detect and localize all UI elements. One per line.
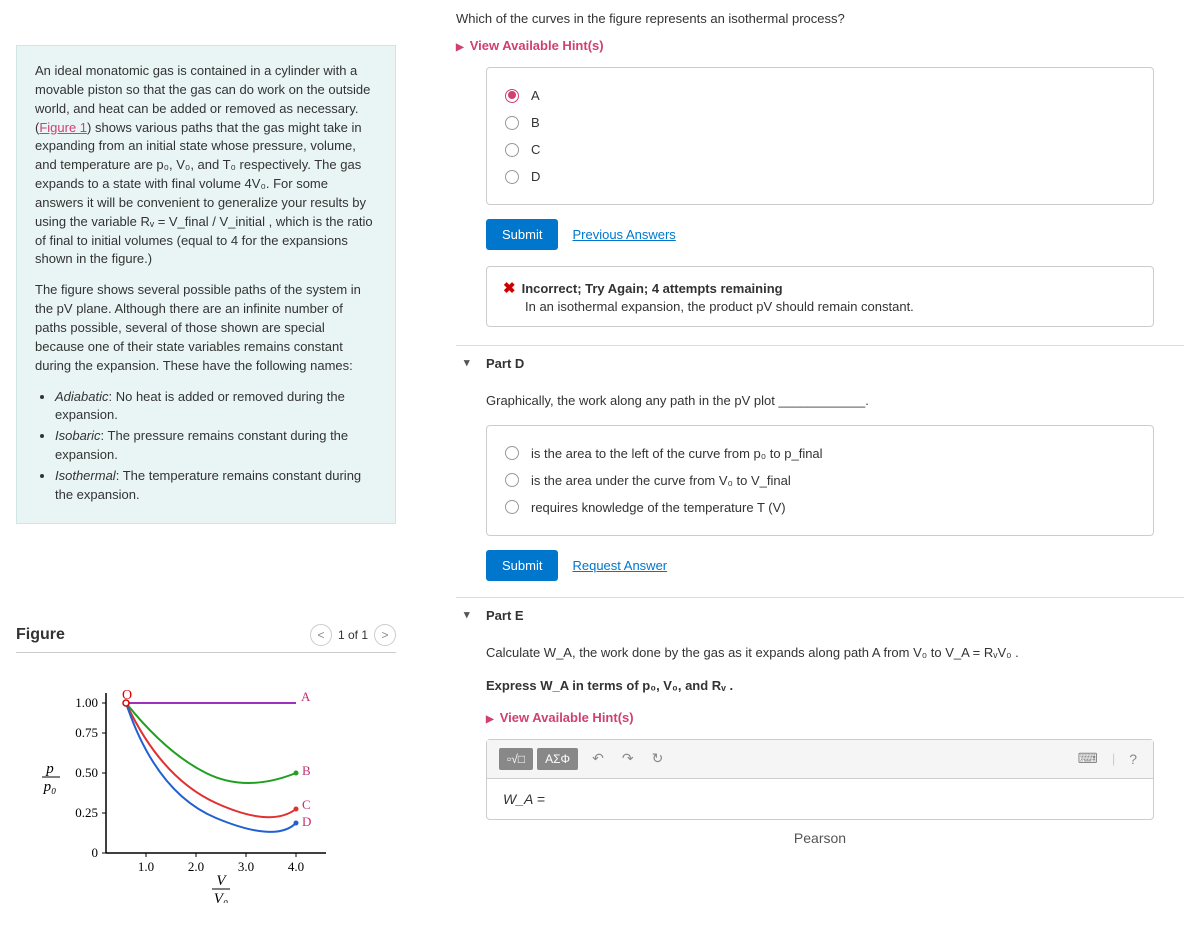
equation-input[interactable] <box>549 791 749 807</box>
figure-panel: Figure < 1 of 1 > 0 0.25 0.50 <box>16 624 396 926</box>
equation-editor: ▫√□ ΑΣΦ ↶ ↷ ↻ ⌨ | ? W_A = <box>486 739 1154 820</box>
option-d[interactable]: D <box>505 163 1135 190</box>
svg-text:0: 0 <box>92 845 99 860</box>
svg-text:V₀: V₀ <box>214 891 228 903</box>
parte-express: Express W_A in terms of p₀, V₀, and Rᵥ . <box>486 676 1154 696</box>
feedback-title: Incorrect; Try Again; 4 attempts remaini… <box>522 281 783 296</box>
pv-chart: 0 0.25 0.50 0.75 1.00 1.0 2.0 3.0 4.0 p <box>26 673 346 903</box>
tool-templates-icon[interactable]: ▫√□ <box>499 748 533 770</box>
partd-question: Graphically, the work along any path in … <box>486 391 1154 411</box>
partd-option-2[interactable]: is the area under the curve from V₀ to V… <box>505 467 1135 494</box>
option-label: B <box>531 115 540 130</box>
radio-icon[interactable] <box>505 500 519 514</box>
partc-previous-answers-link[interactable]: Previous Answers <box>572 227 675 242</box>
term-adiabatic: Adiabatic <box>55 389 108 404</box>
partc-submit-button[interactable]: Submit <box>486 219 558 250</box>
feedback-body: In an isothermal expansion, the product … <box>525 299 1137 314</box>
svg-text:4.0: 4.0 <box>288 859 304 874</box>
partc-question: Which of the curves in the figure repres… <box>456 10 1184 28</box>
option-label: is the area under the curve from V₀ to V… <box>531 473 791 488</box>
pager-next-icon[interactable]: > <box>374 624 396 646</box>
incorrect-icon: ✖ <box>503 280 516 297</box>
radio-icon[interactable] <box>505 143 519 157</box>
parte-text: Calculate W_A, the work done by the gas … <box>486 643 1154 663</box>
partc-options: A B C D <box>486 67 1154 205</box>
option-label: requires knowledge of the temperature T … <box>531 500 786 515</box>
svg-text:p: p <box>45 761 54 777</box>
undo-icon[interactable]: ↶ <box>588 750 608 767</box>
pager-count: 1 of 1 <box>338 628 368 642</box>
svg-text:D: D <box>302 814 311 829</box>
parte-header[interactable]: Part E <box>456 597 1184 633</box>
term-isobaric: Isobaric <box>55 428 101 443</box>
partd-header[interactable]: Part D <box>456 345 1184 381</box>
option-label: D <box>531 169 540 184</box>
svg-text:0.25: 0.25 <box>75 805 98 820</box>
help-icon[interactable]: ? <box>1125 751 1141 767</box>
problem-text: The figure shows several possible paths … <box>35 281 377 375</box>
option-label: C <box>531 142 540 157</box>
option-c[interactable]: C <box>505 136 1135 163</box>
svg-text:p₀: p₀ <box>43 779 57 795</box>
pager-prev-icon[interactable]: < <box>310 624 332 646</box>
svg-text:0.75: 0.75 <box>75 725 98 740</box>
partd-submit-button[interactable]: Submit <box>486 550 558 581</box>
svg-text:1.00: 1.00 <box>75 695 98 710</box>
partd-option-1[interactable]: is the area to the left of the curve fro… <box>505 440 1135 467</box>
svg-text:1.0: 1.0 <box>138 859 154 874</box>
svg-text:3.0: 3.0 <box>238 859 254 874</box>
problem-statement: An ideal monatomic gas is contained in a… <box>16 45 396 524</box>
radio-icon[interactable] <box>505 89 519 103</box>
radio-icon[interactable] <box>505 170 519 184</box>
figure-title: Figure <box>16 626 65 644</box>
keyboard-icon[interactable]: ⌨ <box>1074 750 1102 767</box>
option-label: A <box>531 88 540 103</box>
option-label: is the area to the left of the curve fro… <box>531 446 823 461</box>
svg-text:V: V <box>216 873 227 889</box>
partc-hints-link[interactable]: View Available Hint(s) <box>456 38 1184 53</box>
partd-request-answer-link[interactable]: Request Answer <box>572 558 667 573</box>
radio-icon[interactable] <box>505 116 519 130</box>
reset-icon[interactable]: ↻ <box>648 750 668 767</box>
problem-text: ) shows various paths that the gas might… <box>35 120 373 267</box>
term-isothermal: Isothermal <box>55 468 116 483</box>
parte-hints-link[interactable]: View Available Hint(s) <box>486 710 1184 725</box>
partd-options: is the area to the left of the curve fro… <box>486 425 1154 536</box>
svg-text:0.50: 0.50 <box>75 765 98 780</box>
option-a[interactable]: A <box>505 82 1135 109</box>
brand-footer: Pearson <box>456 830 1184 846</box>
radio-icon[interactable] <box>505 446 519 460</box>
tool-greek-icon[interactable]: ΑΣΦ <box>537 748 578 770</box>
svg-text:A: A <box>301 689 311 704</box>
equation-lhs: W_A = <box>503 791 545 807</box>
radio-icon[interactable] <box>505 473 519 487</box>
redo-icon[interactable]: ↷ <box>618 750 638 767</box>
svg-text:B: B <box>302 763 311 778</box>
option-b[interactable]: B <box>505 109 1135 136</box>
figure-pager: < 1 of 1 > <box>310 624 396 646</box>
partd-option-3[interactable]: requires knowledge of the temperature T … <box>505 494 1135 521</box>
svg-text:2.0: 2.0 <box>188 859 204 874</box>
svg-text:C: C <box>302 797 311 812</box>
figure-link[interactable]: Figure 1 <box>39 120 87 135</box>
partc-feedback: ✖ Incorrect; Try Again; 4 attempts remain… <box>486 266 1154 327</box>
